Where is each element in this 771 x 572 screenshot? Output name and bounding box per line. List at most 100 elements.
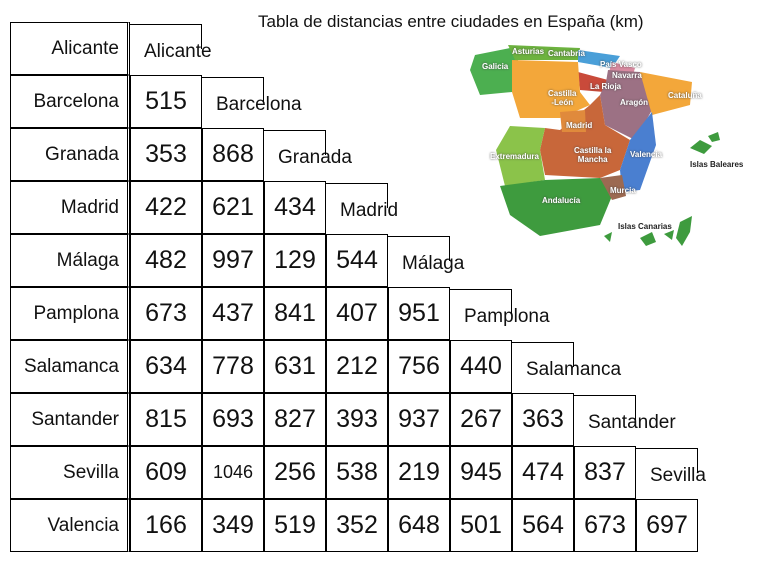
islands (664, 230, 674, 240)
header-tick (325, 131, 326, 155)
distance-cell: 256 (264, 446, 326, 499)
distance-cell: 756 (388, 340, 450, 393)
distance-cell: 631 (264, 340, 326, 393)
region (560, 110, 586, 132)
map-label: Aragón (620, 98, 648, 107)
distance-cell: 482 (130, 234, 202, 287)
region (496, 126, 545, 186)
row-label: Madrid (10, 181, 130, 234)
region (512, 60, 590, 118)
distance-cell: 564 (512, 499, 574, 552)
distance-cell: 841 (264, 287, 326, 340)
column-header-text: Santander (588, 412, 676, 433)
region (640, 72, 692, 115)
map-label: Islas Canarias (618, 222, 672, 231)
header-tick (573, 343, 574, 367)
column-header: Granada (264, 130, 352, 181)
column-header-text: Barcelona (216, 94, 302, 115)
map-label: Castilla -León (548, 89, 577, 107)
distance-cell: 1046 (202, 446, 264, 499)
region (620, 112, 656, 192)
distance-cell: 815 (130, 393, 202, 446)
distance-cell: 693 (202, 393, 264, 446)
distance-cell: 267 (450, 393, 512, 446)
region (500, 178, 612, 236)
row-label: Pamplona (10, 287, 130, 340)
distance-cell: 538 (326, 446, 388, 499)
map-label: Galicia (482, 62, 509, 71)
islands (640, 232, 656, 246)
row-label: Sevilla (10, 446, 130, 499)
distance-cell: 673 (574, 499, 636, 552)
header-tick (635, 396, 636, 420)
row-label: Salamanca (10, 340, 130, 393)
column-header-text: Madrid (340, 200, 399, 221)
map-label: Navarra (612, 71, 642, 80)
distance-cell: 434 (264, 181, 326, 234)
distance-cell: 673 (130, 287, 202, 340)
header-tick (449, 237, 450, 261)
row-label: Valencia (10, 499, 130, 552)
map-label: Madrid (566, 121, 593, 130)
distance-cell: 219 (388, 446, 450, 499)
islands (708, 132, 720, 142)
distance-cell: 129 (264, 234, 326, 287)
column-header: Málaga (388, 236, 464, 287)
distance-cell: 778 (202, 340, 264, 393)
column-header: Salamanca (512, 342, 621, 393)
distance-cell: 166 (130, 499, 202, 552)
title: Tabla de distancias entre ciudades en Es… (258, 12, 644, 31)
distance-cell: 437 (202, 287, 264, 340)
map-label: Castilla la Mancha (574, 146, 612, 164)
column-header: Sevilla (636, 448, 706, 499)
distance-cell: 349 (202, 499, 264, 552)
distance-cell: 609 (130, 446, 202, 499)
distance-cell: 648 (388, 499, 450, 552)
islands (676, 216, 692, 246)
map-label: La Rioja (590, 82, 622, 91)
map-label: Andalucía (542, 196, 581, 205)
map-label: Cataluña (668, 91, 702, 100)
column-header: Santander (574, 395, 676, 446)
map-label: Asturias (512, 47, 545, 56)
row-label: Granada (10, 128, 130, 181)
region (470, 48, 518, 95)
distance-cell: 621 (202, 181, 264, 234)
distance-cell: 352 (326, 499, 388, 552)
distance-cell: 440 (450, 340, 512, 393)
column-header-text: Pamplona (464, 306, 550, 327)
islands (690, 140, 712, 154)
distance-cell: 827 (264, 393, 326, 446)
distance-cell: 945 (450, 446, 512, 499)
column-header-text: Málaga (402, 253, 465, 274)
region (600, 70, 652, 140)
distance-cell: 697 (636, 499, 698, 552)
distance-cell: 501 (450, 499, 512, 552)
distance-cell: 519 (264, 499, 326, 552)
map-label: País Vasco (600, 60, 642, 69)
row-label: Santander (10, 393, 130, 446)
distance-cell: 937 (388, 393, 450, 446)
distance-cell: 951 (388, 287, 450, 340)
map-label: Murcia (610, 186, 636, 195)
region (578, 72, 608, 92)
distance-cell: 212 (326, 340, 388, 393)
distance-cell: 515 (130, 75, 202, 128)
map-label: Islas Baleares (690, 160, 744, 169)
header-tick (263, 78, 264, 102)
region (540, 95, 630, 178)
distance-cell: 407 (326, 287, 388, 340)
distance-cell: 997 (202, 234, 264, 287)
region (600, 175, 626, 200)
distance-cell: 393 (326, 393, 388, 446)
region (578, 50, 620, 68)
column-header: Madrid (326, 183, 398, 234)
islands (604, 232, 612, 242)
row-label: Málaga (10, 234, 130, 287)
map-label: Valencia (630, 150, 663, 159)
column-header-text: Sevilla (650, 465, 706, 486)
column-header-text: Salamanca (526, 359, 622, 380)
distance-cell: 353 (130, 128, 202, 181)
row-label: Alicante (10, 22, 130, 75)
